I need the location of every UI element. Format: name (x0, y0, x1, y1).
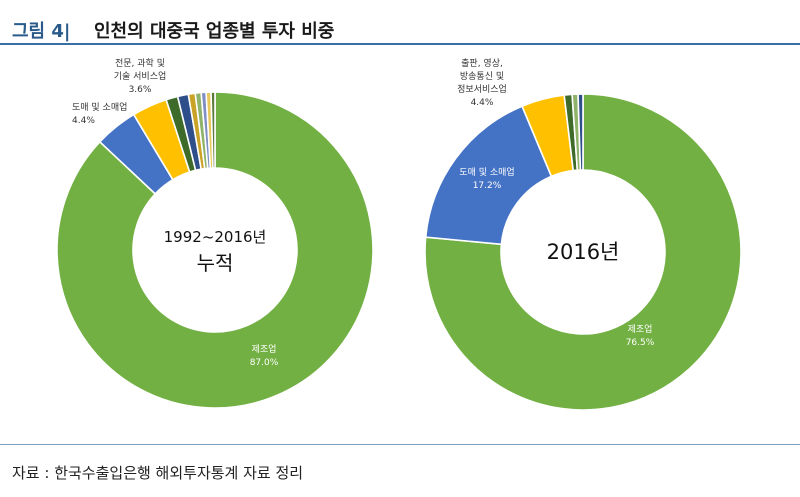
slice-도매-및-소매업 (424, 105, 553, 246)
data-label: 도매 및 소매업 4.4% (72, 101, 127, 126)
slice-기타3 (577, 93, 584, 171)
figure-number: 그림 4| (12, 21, 71, 42)
data-label: 도매 및 소매업 17.2% (459, 166, 514, 191)
center-label: 2016년 (547, 240, 620, 264)
slice-제조업 (56, 91, 374, 409)
header-rule (0, 43, 800, 45)
data-label: 제조업 76.5% (626, 324, 655, 348)
slice-제조업 (424, 93, 742, 411)
center-label: 누적 (197, 251, 234, 275)
figure-title: 인천의 대중국 업종별 투자 비중 (94, 21, 335, 42)
data-label: 출판, 영상, 방송통신 및 정보서비스업 4.4% (457, 58, 507, 108)
center-label: 1992~2016년 (164, 228, 267, 246)
footer-rule (0, 444, 800, 445)
figure-header: 그림 4| 인천의 대중국 업종별 투자 비중 (0, 0, 800, 45)
slice-기타7 (210, 91, 216, 169)
data-label: 전문, 과학 및 기술 서비스업 3.6% (114, 57, 167, 95)
source-note: 자료 : 한국수출입은행 해외투자통계 자료 정리 (12, 464, 304, 482)
data-label: 제조업 87.0% (250, 344, 279, 368)
